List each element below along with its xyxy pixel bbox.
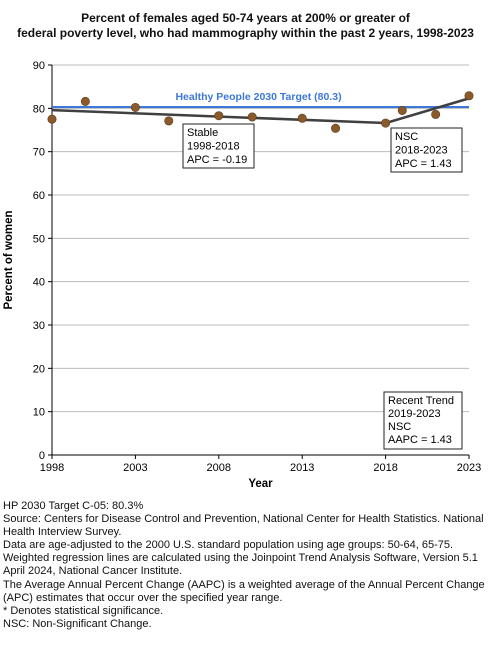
annotation-stable: Stable 1998-2018 APC = -0.19 — [182, 123, 255, 169]
footnote-regression: Weighted regression lines are calculated… — [3, 552, 478, 578]
y-tick-label: 80 — [33, 103, 45, 115]
footnote-source: Source: Centers for Disease Control and … — [3, 513, 484, 539]
footnote-age-adjustment: Data are age-adjusted to the 2000 U.S. s… — [3, 539, 454, 552]
x-tick-label: 1998 — [40, 462, 64, 474]
data-point — [397, 106, 407, 116]
data-points — [47, 91, 474, 133]
x-tick-label: 2023 — [457, 462, 481, 474]
y-tick-label: 30 — [33, 320, 45, 332]
footnote-aapc: The Average Annual Percent Change (AAPC)… — [3, 578, 485, 604]
footnote-significance: * Denotes statistical significance. — [3, 604, 164, 617]
x-tick-label: 2013 — [290, 462, 314, 474]
y-tick-label: 10 — [33, 407, 45, 419]
y-tick-label: 20 — [33, 363, 45, 375]
data-point — [214, 111, 224, 121]
footnotes: HP 2030 Target C-05: 80.3% Source: Cente… — [3, 500, 487, 631]
data-point — [247, 112, 257, 122]
annotation-recent: Recent Trend 2019-2023 NSC AAPC = 1.43 — [383, 391, 463, 450]
chart-title: Percent of females aged 50-74 years at 2… — [0, 11, 491, 41]
annotation-recent-box — [383, 391, 463, 450]
annotation-recent-line-2: 2019-2023 — [388, 408, 441, 420]
annotation-stable-line-1: Stable — [187, 127, 218, 139]
annotation-recent-line-3: NSC — [388, 421, 411, 433]
y-tick-label: 90 — [33, 60, 45, 72]
data-point — [431, 109, 441, 119]
chart-plot: 0 10 20 30 40 50 60 70 80 90 1998 2003 2008 2013 2018 2… — [3, 60, 481, 490]
annotation-nsc: NSC 2018-2023 APC = 1.43 — [390, 127, 463, 173]
y-tick-label: 50 — [33, 233, 45, 245]
annotation-nsc-box — [390, 127, 463, 173]
chart-title-line-2: federal poverty level, who had mammograp… — [17, 26, 474, 40]
annotation-stable-line-2: 1998-2018 — [187, 141, 240, 153]
y-tick-label: 60 — [33, 190, 45, 202]
y-tick-label: 70 — [33, 147, 45, 159]
target-line-group: Healthy People 2030 Target (80.3) — [52, 91, 469, 109]
x-axis-label: Year — [248, 478, 273, 490]
annotation-nsc-line-1: NSC — [395, 131, 418, 143]
annotation-nsc-line-3: APC = 1.43 — [395, 158, 452, 170]
data-point — [47, 114, 57, 124]
annotation-nsc-line-2: 2018-2023 — [395, 145, 448, 157]
chart-title-line-1: Percent of females aged 50-74 years at 2… — [81, 11, 410, 25]
x-tick-label: 2008 — [207, 462, 231, 474]
x-tick-label: 2018 — [373, 462, 397, 474]
data-point — [381, 118, 391, 128]
data-point — [297, 113, 307, 123]
footnote-nsc: NSC: Non-Significant Change. — [3, 617, 152, 630]
annotation-recent-line-1: Recent Trend — [388, 395, 454, 407]
annotation-stable-box — [182, 123, 255, 169]
footnote-target: HP 2030 Target C-05: 80.3% — [3, 500, 144, 512]
axis-ticks: 0 10 20 30 40 50 60 70 80 90 1998 2003 2008 2013 2018 2… — [33, 60, 481, 474]
y-axis-label: Percent of women — [3, 210, 15, 309]
data-point — [80, 96, 90, 106]
data-point — [164, 116, 174, 126]
data-point — [331, 123, 341, 133]
x-tick-label: 2003 — [123, 462, 147, 474]
data-point — [130, 102, 140, 112]
annotation-stable-line-3: APC = -0.19 — [187, 154, 247, 166]
annotation-recent-line-4: AAPC = 1.43 — [388, 434, 452, 446]
y-tick-label: 0 — [39, 450, 45, 462]
target-label: Healthy People 2030 Target (80.3) — [175, 91, 341, 103]
data-point — [464, 91, 474, 101]
y-tick-label: 40 — [33, 277, 45, 289]
